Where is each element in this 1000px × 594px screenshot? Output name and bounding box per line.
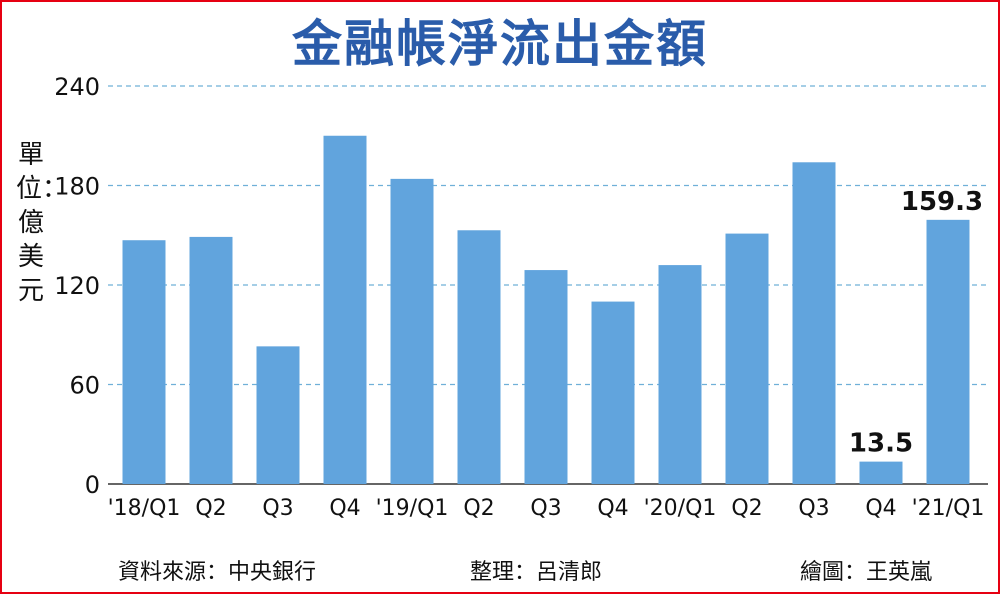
bar — [390, 178, 434, 484]
x-tick-label: '20/Q1 — [644, 496, 717, 521]
x-tick-label: Q3 — [798, 496, 829, 521]
bar — [122, 240, 166, 484]
bar — [725, 233, 769, 484]
data-label: 13.5 — [849, 429, 913, 459]
x-tick-label: Q3 — [530, 496, 561, 521]
y-tick-label: 180 — [54, 173, 100, 201]
x-tick-label: Q2 — [195, 496, 226, 521]
data-label: 159.3 — [901, 187, 983, 217]
bar — [926, 219, 970, 484]
x-tick-label: Q4 — [329, 496, 360, 521]
x-tick-label: Q2 — [731, 496, 762, 521]
y-tick-label: 0 — [85, 471, 100, 499]
chart-title: 金融帳淨流出金額 — [292, 15, 708, 73]
bar — [658, 265, 702, 484]
y-tick-label: 240 — [54, 73, 100, 101]
x-tick-label: '18/Q1 — [108, 496, 181, 521]
source-note: 資料來源：中央銀行 — [118, 560, 317, 585]
x-tick-label: Q2 — [463, 496, 494, 521]
editor-note: 整理：呂清郎 — [470, 560, 603, 585]
x-tick-label: '19/Q1 — [376, 496, 449, 521]
y-tick-label: 60 — [69, 372, 100, 400]
x-tick-label: Q4 — [865, 496, 896, 521]
bar — [323, 135, 367, 484]
bar — [457, 230, 501, 484]
bar — [591, 301, 635, 484]
y-tick-label: 120 — [54, 272, 100, 300]
x-tick-label: '21/Q1 — [912, 496, 985, 521]
bar — [524, 270, 568, 484]
bar — [859, 461, 903, 484]
bar — [792, 162, 836, 485]
bar — [256, 346, 300, 484]
x-tick-label: Q3 — [262, 496, 293, 521]
illustrator-note: 繪圖：王英嵐 — [800, 560, 933, 585]
bar — [189, 236, 233, 484]
x-tick-label: Q4 — [597, 496, 628, 521]
